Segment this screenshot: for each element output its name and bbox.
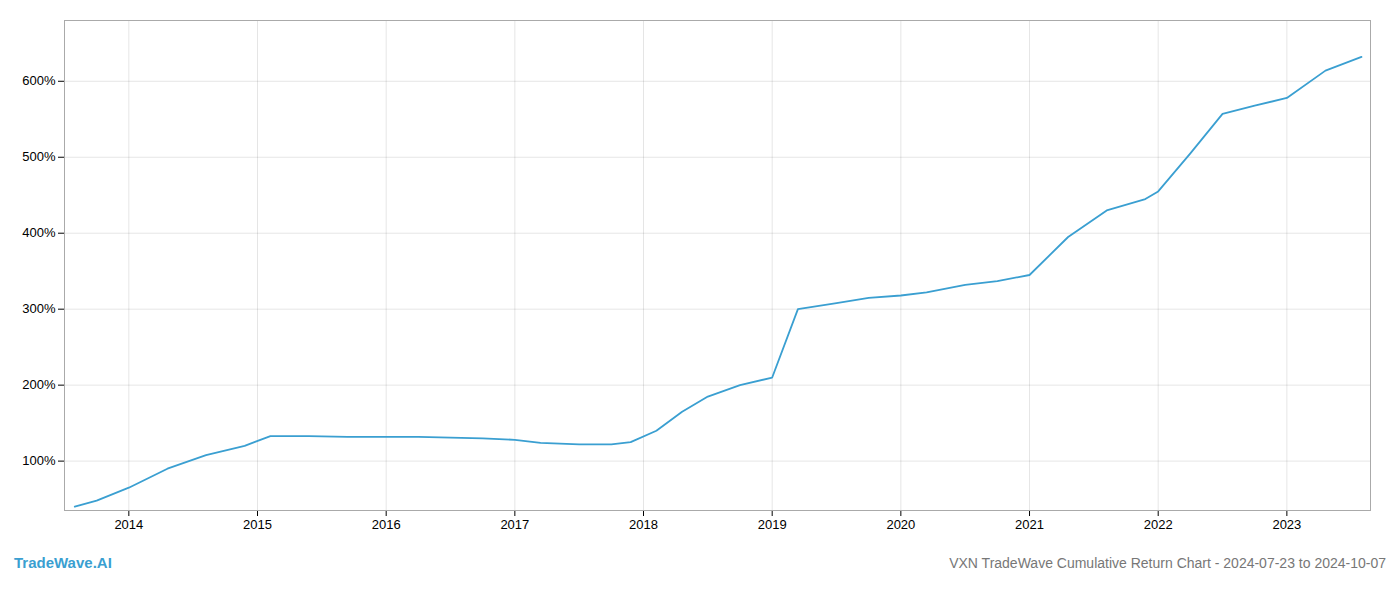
svg-text:200%: 200% <box>22 377 56 392</box>
svg-text:400%: 400% <box>22 225 56 240</box>
svg-text:2023: 2023 <box>1272 517 1301 532</box>
svg-text:2022: 2022 <box>1144 517 1173 532</box>
html-text:TradeWave.AI: TradeWave.AI <box>14 554 112 571</box>
svg-text:2015: 2015 <box>243 517 272 532</box>
svg-text:2016: 2016 <box>372 517 401 532</box>
svg-text:500%: 500% <box>22 149 56 164</box>
svg-text:2020: 2020 <box>886 517 915 532</box>
svg-text:600%: 600% <box>22 73 56 88</box>
svg-text:2017: 2017 <box>500 517 529 532</box>
svg-text:2021: 2021 <box>1015 517 1044 532</box>
svg-text:2018: 2018 <box>629 517 658 532</box>
svg-text:2014: 2014 <box>114 517 143 532</box>
html-text:VXN TradeWave Cumulative Retur: VXN TradeWave Cumulative Return Chart - … <box>949 555 1386 571</box>
svg-text:300%: 300% <box>22 301 56 316</box>
svg-text:2019: 2019 <box>758 517 787 532</box>
svg-text:100%: 100% <box>22 453 56 468</box>
